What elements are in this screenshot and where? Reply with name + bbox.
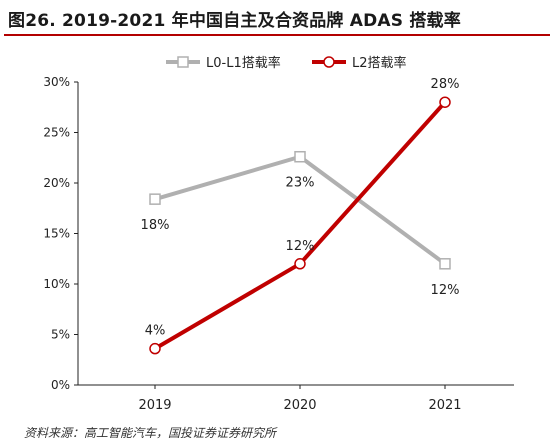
chart-axes: 0% 5% 10% 15% 20% 25% 30% 2019 2020 2021 [43,75,514,413]
y-tick-label: 0% [51,378,70,392]
title-divider [4,34,550,36]
series-layer: 18% 23% 12% 4% 12% 28% [141,77,460,355]
series-line [153,100,447,351]
data-point-square [149,193,161,205]
series-2: 4% 12% 28% [145,77,460,355]
data-point-square [294,150,306,163]
y-tick-label: 10% [43,277,70,291]
y-tick-label: 5% [51,328,70,342]
chart-legend: L0-L1搭载率 L2搭载率 [166,55,407,71]
y-tick-label: 30% [43,75,70,89]
y-tick-label: 15% [43,227,70,241]
series-1: 18% 23% 12% [141,150,460,298]
data-label: 28% [431,77,460,92]
legend-item-2: L2搭载率 [312,55,407,71]
x-tick-label: 2021 [428,398,461,413]
legend-marker-circle [323,56,335,68]
legend-label: L2搭载率 [352,55,407,71]
data-label: 12% [286,239,315,254]
legend-item-1: L0-L1搭载率 [166,55,281,71]
data-point-square [439,258,451,270]
data-point-circle [294,258,306,270]
x-tick-label: 2019 [138,398,171,413]
source-note: 资料来源：高工智能汽车，国投证券证券研究所 [24,426,277,440]
line-chart: L0-L1搭载率 L2搭载率 0% 5% 10% 15% 20% 25% 30% 2019 202… [43,55,514,413]
data-point-circle [149,342,161,355]
data-label: 23% [286,176,315,191]
x-tick-label: 2020 [283,398,316,413]
y-tick-label: 20% [43,176,70,190]
data-label: 12% [431,283,460,298]
data-label: 18% [141,218,170,233]
y-tick-label: 25% [43,126,70,140]
data-label: 4% [145,324,166,339]
legend-label: L0-L1搭载率 [206,55,281,71]
legend-marker-square [177,56,189,68]
chart-title: 图26. 2019-2021 年中国自主及合资品牌 ADAS 搭载率 [8,11,461,31]
data-point-circle [439,96,451,108]
